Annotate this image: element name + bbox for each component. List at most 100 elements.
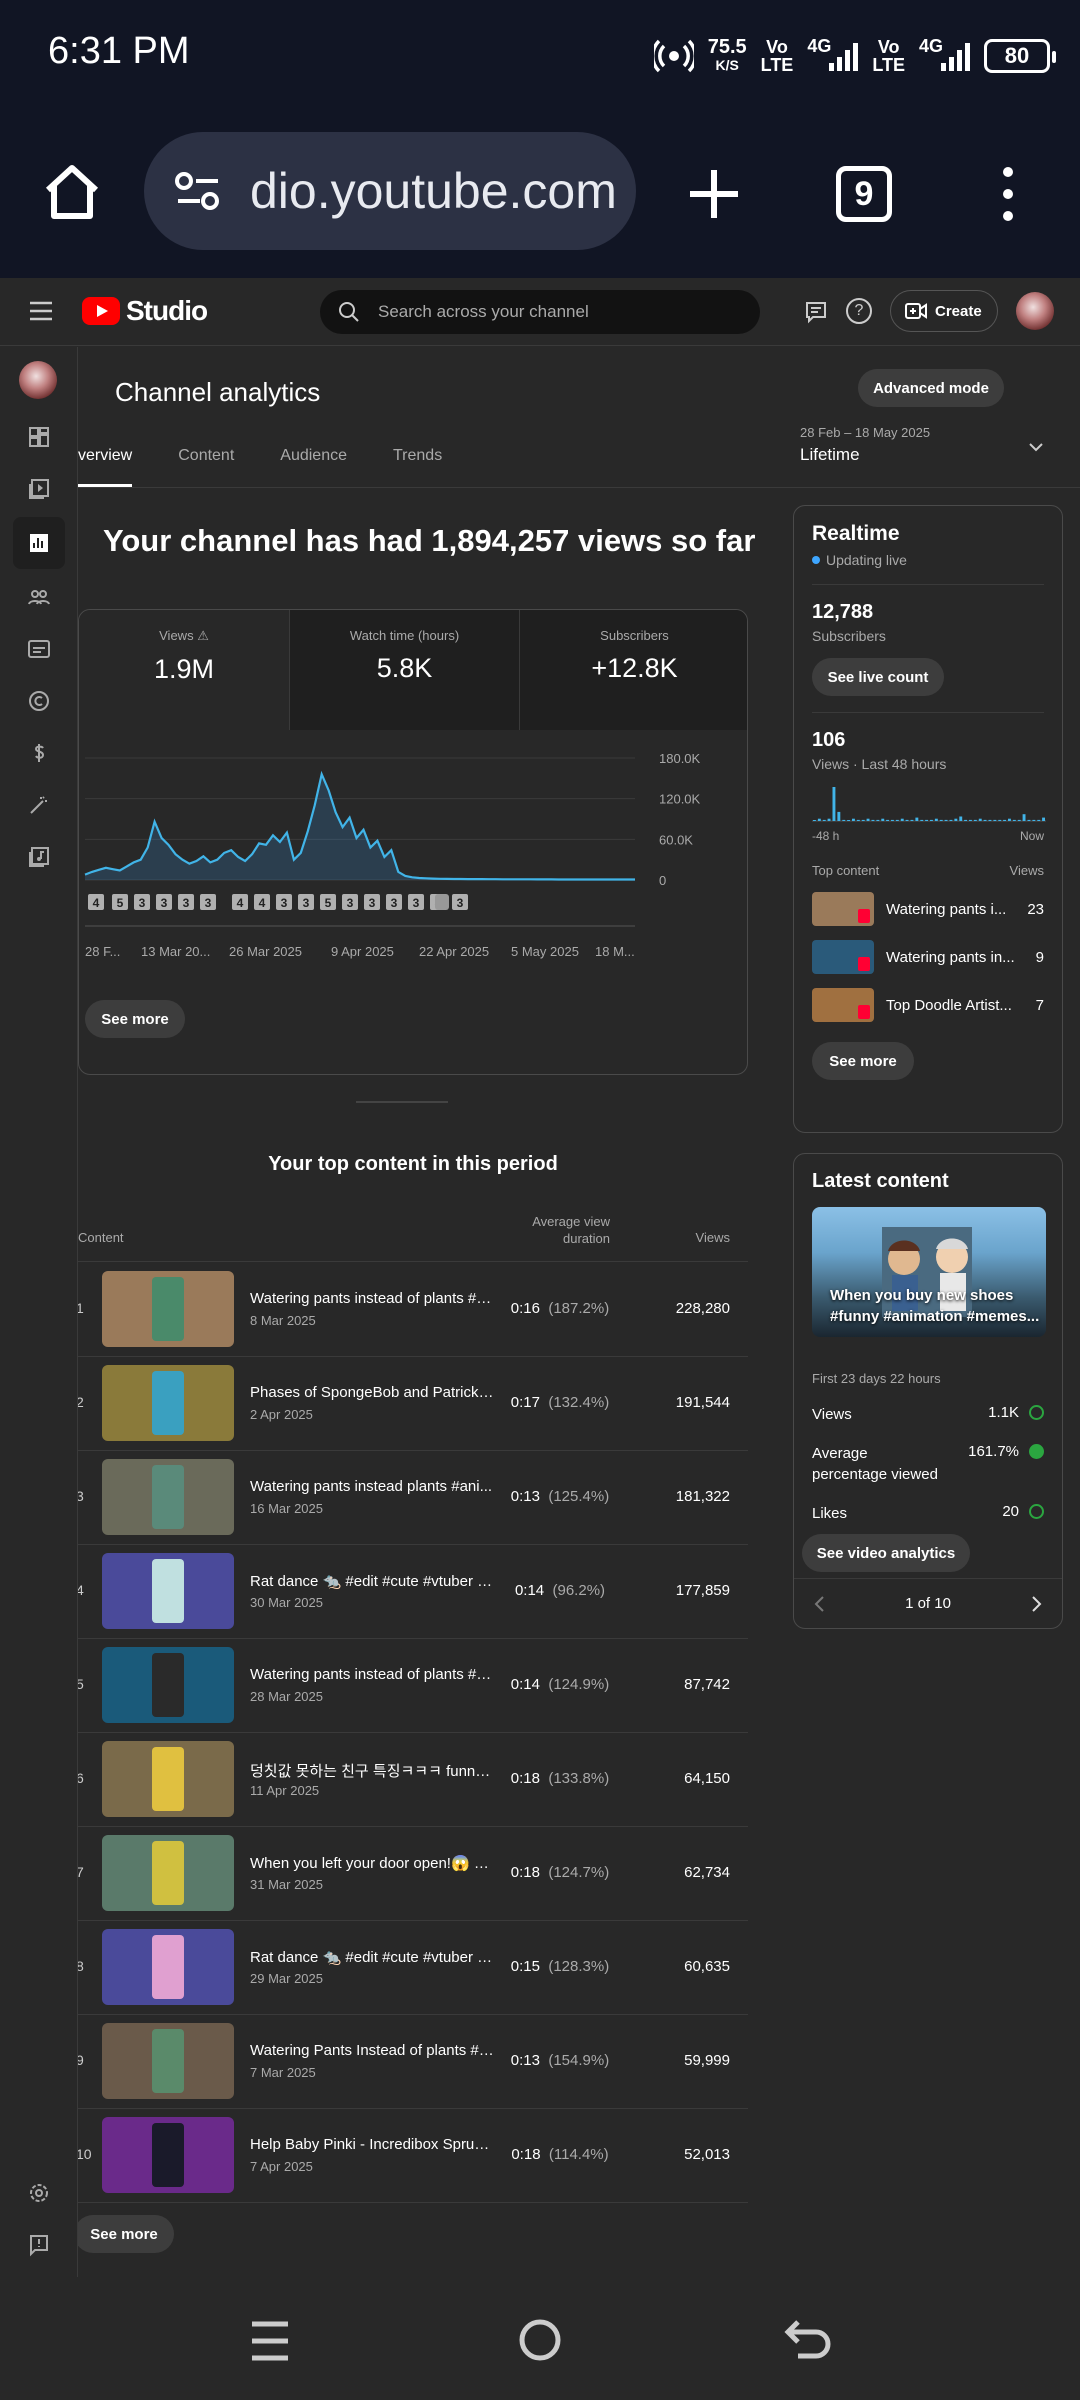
search-input[interactable]: Search across your channel (320, 290, 760, 334)
realtime-bar[interactable] (915, 817, 919, 821)
video-thumbnail[interactable] (102, 1459, 234, 1535)
realtime-bar[interactable] (866, 818, 870, 821)
realtime-bar[interactable] (1027, 819, 1031, 821)
upload-marker[interactable] (254, 894, 270, 910)
top-content-see-more-button[interactable]: See more (78, 2215, 174, 2253)
metric-tab-watch-time[interactable]: Watch time (hours) 5.8K (289, 610, 519, 730)
site-settings-icon[interactable] (174, 171, 222, 211)
upload-marker[interactable] (112, 894, 128, 910)
settings-icon[interactable] (19, 2173, 59, 2213)
help-icon[interactable]: ? (846, 298, 872, 324)
video-title[interactable]: Watering Pants Instead of plants #a... (250, 2042, 494, 2059)
realtime-bar[interactable] (1008, 818, 1011, 821)
home-nav-icon[interactable] (516, 2316, 564, 2364)
new-tab-icon[interactable] (684, 164, 744, 224)
table-row[interactable]: 6 덩칫값 못하는 친구 특징ㅋㅋㅋ funny ... 11 Apr 2025 0:… (78, 1733, 748, 1827)
home-icon[interactable] (40, 160, 104, 224)
hamburger-menu-icon[interactable] (28, 300, 54, 322)
content-icon[interactable] (19, 469, 59, 509)
upload-marker[interactable] (200, 894, 216, 910)
realtime-bar[interactable] (842, 819, 846, 821)
advanced-mode-button[interactable]: Advanced mode (858, 369, 1004, 407)
video-thumbnail[interactable] (102, 2023, 234, 2099)
table-row[interactable]: 1 Watering pants instead of plants #a... 8… (78, 1263, 748, 1357)
realtime-bar[interactable] (910, 819, 914, 821)
metric-tab-views[interactable]: Views ⚠ 1.9M (79, 610, 289, 730)
realtime-bar[interactable] (871, 819, 875, 821)
video-thumbnail[interactable] (102, 2117, 234, 2193)
upload-marker[interactable] (452, 894, 468, 910)
realtime-bar[interactable] (817, 818, 821, 821)
upload-marker[interactable] (408, 894, 424, 910)
realtime-bar[interactable] (1017, 819, 1021, 821)
video-title[interactable]: Rat dance 🐀 #edit #cute #vtuber #... (250, 1573, 494, 1590)
table-row[interactable]: 5 Watering pants instead of plants #b... 2… (78, 1639, 748, 1733)
audio-library-icon[interactable] (19, 837, 59, 877)
realtime-bar[interactable] (852, 818, 855, 821)
realtime-top-item[interactable]: Top Doodle Artist... 7 (812, 988, 1044, 1022)
realtime-bar[interactable] (954, 818, 958, 821)
realtime-bar[interactable] (861, 819, 865, 821)
realtime-bar[interactable] (881, 818, 885, 821)
realtime-bar[interactable] (969, 819, 972, 821)
realtime-bar[interactable] (891, 819, 894, 821)
realtime-bar[interactable] (1022, 814, 1026, 821)
video-title[interactable]: 덩칫값 못하는 친구 특징ㅋㅋㅋ funny ... (250, 1763, 494, 1780)
realtime-see-more-button[interactable]: See more (812, 1042, 914, 1080)
dashboard-icon[interactable] (19, 417, 59, 457)
more-menu-icon[interactable] (990, 164, 1026, 224)
realtime-bar[interactable] (856, 819, 860, 821)
upload-marker[interactable] (342, 894, 358, 910)
account-avatar[interactable] (1016, 292, 1054, 330)
realtime-bar[interactable] (934, 818, 938, 821)
video-title[interactable]: When you left your door open!😱 #d... (250, 1855, 494, 1872)
realtime-bar[interactable] (847, 820, 850, 821)
table-row[interactable]: 9 Watering Pants Instead of plants #a... 7… (78, 2015, 748, 2109)
send-feedback-icon[interactable] (19, 2225, 59, 2265)
realtime-bar[interactable] (988, 819, 992, 821)
feedback-messages-icon[interactable] (804, 300, 828, 324)
realtime-bar[interactable] (925, 819, 928, 821)
analytics-icon[interactable] (13, 517, 65, 569)
video-title[interactable]: Phases of SpongeBob and Patrick #... (250, 1384, 494, 1401)
upload-marker[interactable] (232, 894, 248, 910)
realtime-bar[interactable] (813, 820, 816, 821)
channel-avatar[interactable] (19, 361, 57, 399)
realtime-bar[interactable] (1003, 819, 1006, 821)
copyright-icon[interactable] (19, 681, 59, 721)
tab-trends[interactable]: Trends (393, 447, 443, 464)
subtitles-icon[interactable] (19, 629, 59, 669)
realtime-bar[interactable] (998, 819, 1002, 821)
video-title[interactable]: Rat dance 🐀 #edit #cute #vtuber #... (250, 1949, 494, 1966)
table-row[interactable]: 10 Help Baby Pinki - Incredibox Sprunki..… (78, 2109, 748, 2203)
create-button[interactable]: Create (890, 290, 998, 332)
video-thumbnail[interactable] (102, 1271, 234, 1347)
table-row[interactable]: 7 When you left your door open!😱 #d... 31 … (78, 1827, 748, 1921)
chevron-down-icon[interactable] (1028, 439, 1044, 455)
realtime-bar[interactable] (949, 819, 953, 821)
realtime-bar[interactable] (983, 819, 987, 821)
latest-video-thumbnail[interactable]: When you buy new shoes #funny #animation… (812, 1207, 1046, 1337)
realtime-bar[interactable] (905, 819, 909, 821)
realtime-bar[interactable] (900, 818, 904, 821)
upload-marker[interactable] (386, 894, 402, 910)
upload-marker[interactable] (298, 894, 314, 910)
realtime-bar[interactable] (973, 819, 977, 821)
realtime-bar[interactable] (827, 818, 831, 821)
table-row[interactable]: 4 Rat dance 🐀 #edit #cute #vtuber #... 30 … (78, 1545, 748, 1639)
tab-switcher-button[interactable]: 9 (836, 166, 892, 222)
table-row[interactable]: 2 Phases of SpongeBob and Patrick #... 2 A… (78, 1357, 748, 1451)
tab-audience[interactable]: Audience (280, 447, 347, 464)
realtime-bar[interactable] (822, 819, 826, 821)
video-title[interactable]: Watering pants instead of plants #a... (250, 1290, 494, 1307)
date-range[interactable]: 28 Feb – 18 May 2025 (800, 425, 931, 440)
tab-overview[interactable]: verview (78, 447, 133, 487)
video-thumbnail[interactable] (102, 1929, 234, 2005)
upload-marker[interactable] (134, 894, 150, 910)
video-title[interactable]: Help Baby Pinki - Incredibox Sprunki... (250, 2136, 494, 2153)
chevron-right-icon[interactable] (1030, 1595, 1044, 1613)
date-period-label[interactable]: Lifetime (800, 445, 860, 464)
video-title[interactable]: Watering pants instead plants #ani... (250, 1478, 493, 1495)
realtime-top-item[interactable]: Watering pants in... 9 (812, 940, 1044, 974)
